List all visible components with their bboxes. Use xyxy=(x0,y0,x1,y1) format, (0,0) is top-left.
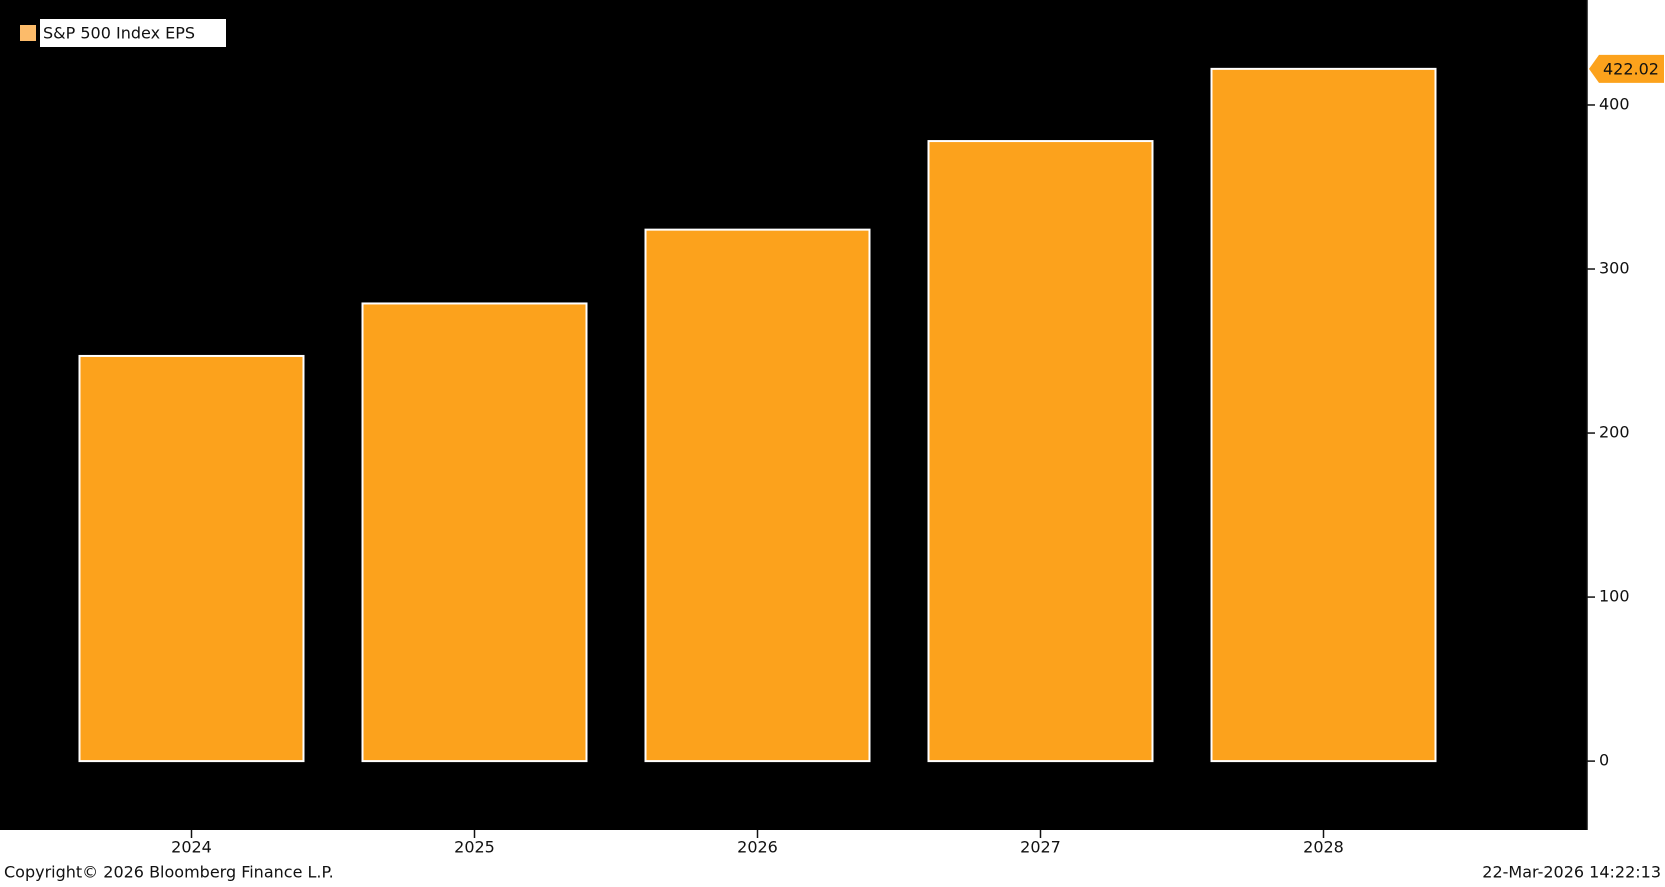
x-tick-label: 2027 xyxy=(1020,838,1061,857)
x-tick-label: 2026 xyxy=(737,838,778,857)
bar xyxy=(1210,67,1437,763)
y-tick-label: 400 xyxy=(1599,94,1630,113)
bar xyxy=(644,228,871,763)
y-tick-label: 300 xyxy=(1599,259,1630,278)
last-value-label: 422.02 xyxy=(1603,59,1659,78)
x-tick-label: 2025 xyxy=(454,838,495,857)
legend-label-bg xyxy=(40,19,226,47)
legend-swatch xyxy=(20,25,36,41)
y-tick-label: 0 xyxy=(1599,751,1609,770)
footer-timestamp: 22-Mar-2026 14:22:13 xyxy=(1482,863,1661,882)
last-value-tag xyxy=(1589,54,1664,83)
bar xyxy=(361,302,588,763)
x-tick-label: 2024 xyxy=(171,838,212,857)
bar xyxy=(78,354,305,763)
y-tick-label: 200 xyxy=(1599,423,1630,442)
legend-label: S&P 500 Index EPS xyxy=(43,24,195,43)
footer-copyright: Copyright© 2026 Bloomberg Finance L.P. xyxy=(4,863,334,882)
x-tick-label: 2028 xyxy=(1303,838,1344,857)
y-tick-label: 100 xyxy=(1599,587,1630,606)
bar xyxy=(927,140,1154,763)
